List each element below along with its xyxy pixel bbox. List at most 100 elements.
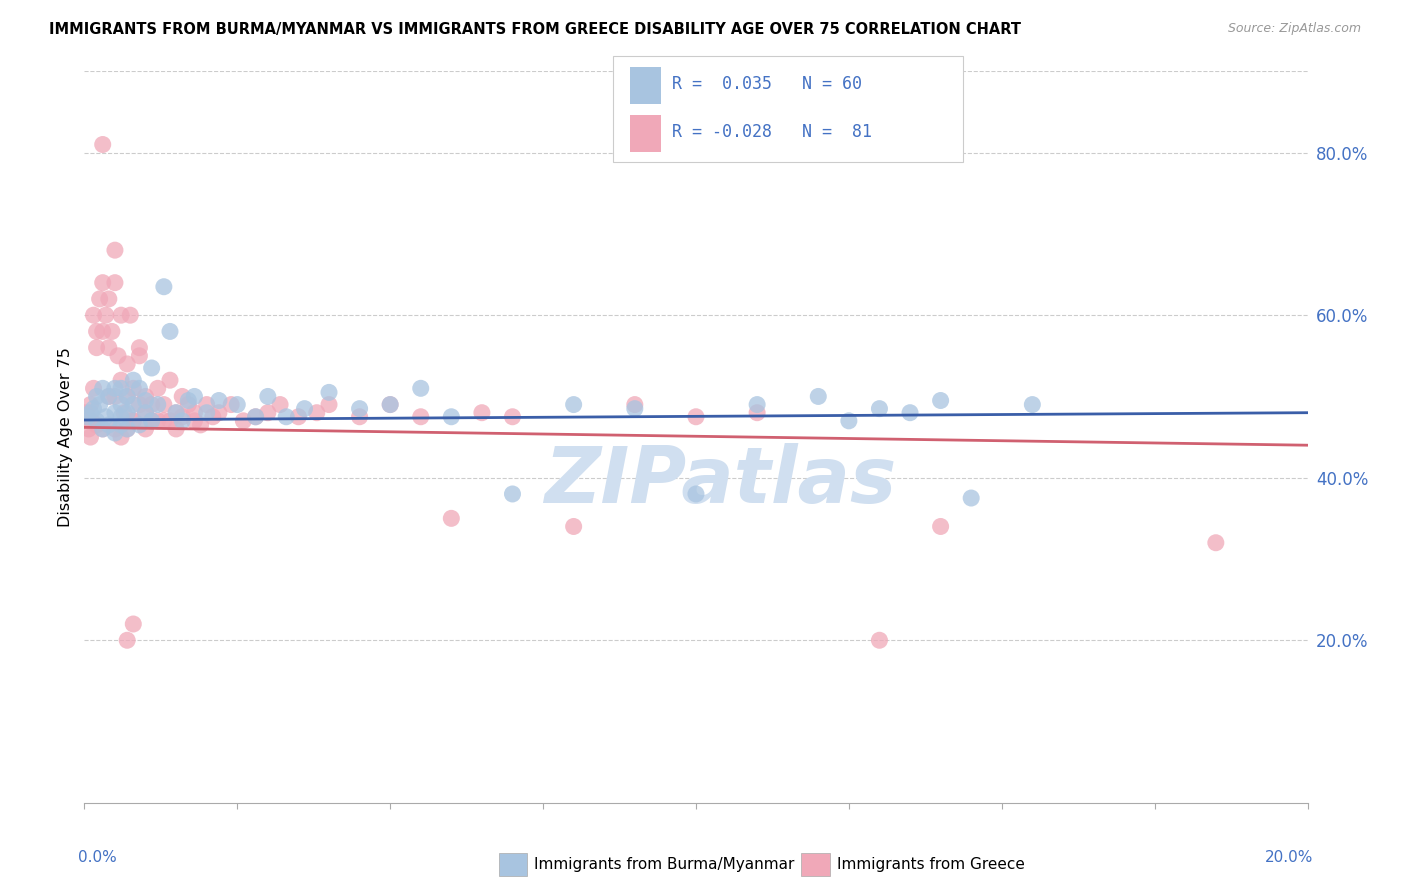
Point [128,381,150,395]
Point [195,406,218,420]
Point [115,633,138,648]
Point [91,381,114,395]
Point [107,349,129,363]
Point [122,617,145,632]
Text: R =  0.035   N = 60: R = 0.035 N = 60 [672,75,862,93]
Y-axis label: Disability Age Over 75: Disability Age Over 75 [58,347,73,527]
Point [177,398,200,412]
Point [75,406,97,420]
Point [257,406,280,420]
Point [183,414,205,428]
Point [685,409,707,424]
Point [269,398,291,412]
Point [172,414,194,428]
Point [97,417,120,432]
Point [91,137,114,152]
Point [232,414,254,428]
Point [245,409,267,424]
Point [128,349,150,363]
Point [76,414,98,428]
Point [208,393,231,408]
Point [115,357,138,371]
Point [172,389,194,403]
Point [183,406,205,420]
Point [183,389,205,403]
Point [128,417,150,432]
Point [97,389,120,403]
Point [115,422,138,436]
Text: R = -0.028   N =  81: R = -0.028 N = 81 [672,123,872,141]
Point [502,409,524,424]
Point [115,422,138,436]
Point [104,389,127,403]
Point [869,633,891,648]
Point [153,398,176,412]
Point [869,401,891,416]
Point [440,409,463,424]
Point [929,519,952,533]
Point [110,308,132,322]
Point [122,398,145,412]
Point [838,414,860,428]
Point [141,398,163,412]
Point [219,398,242,412]
Point [97,341,120,355]
Point [89,398,111,412]
Point [929,393,952,408]
Point [122,414,145,428]
Point [257,389,280,403]
Point [122,381,145,395]
Point [245,409,267,424]
Point [898,406,921,420]
Point [77,422,100,436]
Point [440,511,463,525]
Point [747,398,769,412]
Point [135,422,157,436]
Point [91,325,114,339]
Point [153,414,176,428]
Point [112,406,135,420]
Point [146,381,169,395]
Point [80,414,103,428]
Point [177,393,200,408]
Point [135,406,157,420]
Point [97,389,120,403]
Point [128,398,150,412]
Point [135,406,157,420]
Point [104,276,127,290]
Text: Immigrants from Greece: Immigrants from Greece [837,857,1025,871]
Point [91,422,114,436]
Point [135,393,157,408]
Point [86,417,108,432]
Point [115,406,138,420]
Point [287,409,309,424]
Point [110,409,132,424]
Point [807,389,830,403]
Point [172,409,194,424]
Point [86,414,108,428]
Point [86,325,108,339]
Point [165,406,187,420]
Point [165,422,187,436]
Point [86,389,108,403]
Point [79,430,101,444]
Point [101,325,124,339]
Point [349,409,371,424]
Point [380,398,402,412]
Point [110,373,132,387]
Point [195,398,218,412]
Point [318,398,340,412]
Point [1021,398,1043,412]
Point [76,409,98,424]
Point [960,491,983,505]
Point [276,409,298,424]
Point [159,414,181,428]
Point [471,406,494,420]
Point [226,398,249,412]
Point [94,308,117,322]
Point [141,414,163,428]
Point [190,417,212,432]
Text: ZIPatlas: ZIPatlas [544,443,897,519]
Point [122,373,145,387]
Point [159,373,181,387]
